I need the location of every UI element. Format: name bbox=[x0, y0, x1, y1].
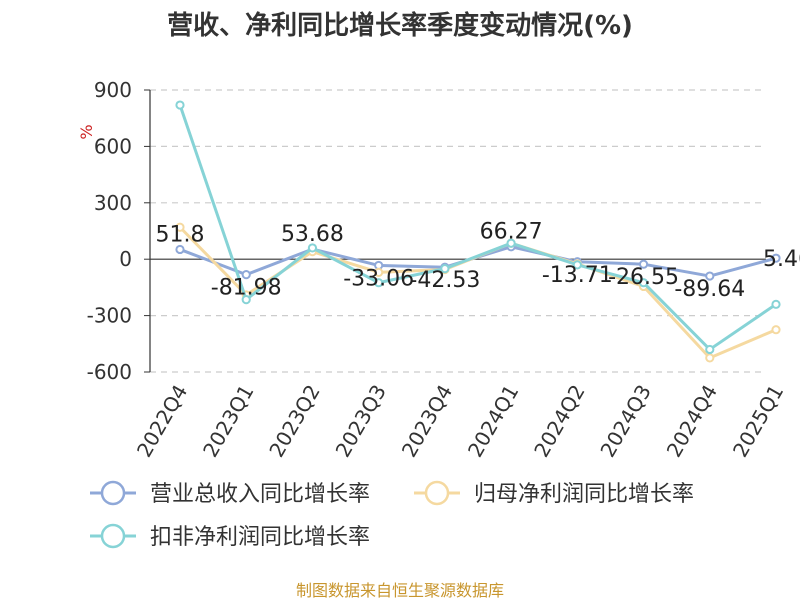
series-3-point bbox=[705, 344, 715, 355]
series-3-point bbox=[241, 295, 251, 305]
y-tick-label: 900 bbox=[94, 78, 132, 102]
series-line-3 bbox=[178, 104, 777, 351]
data-label: 53.68 bbox=[281, 222, 344, 247]
series-2-point bbox=[175, 222, 185, 232]
series-1-point bbox=[241, 270, 251, 280]
series-2-point bbox=[771, 325, 781, 335]
data-label: 66.27 bbox=[480, 220, 543, 245]
data-label: -81.98 bbox=[211, 276, 282, 301]
series-2-point bbox=[705, 353, 715, 363]
x-tick-label: 2024Q4 bbox=[662, 381, 722, 462]
data-label: 5.46 bbox=[763, 247, 800, 272]
x-tick-label: 2023Q1 bbox=[198, 381, 258, 462]
data-label: -33.06 bbox=[343, 266, 414, 291]
x-tick-label: 2023Q4 bbox=[397, 381, 457, 462]
y-tick-label: -300 bbox=[87, 304, 132, 328]
legend-marker bbox=[100, 523, 126, 549]
y-tick-label: 0 bbox=[119, 247, 132, 271]
x-tick-label: 2024Q1 bbox=[463, 381, 523, 462]
series-1-point bbox=[771, 253, 781, 263]
series-3-point bbox=[572, 260, 582, 270]
data-label: -89.64 bbox=[674, 277, 745, 302]
x-tick-label: 2023Q3 bbox=[331, 381, 391, 462]
legend-marker bbox=[424, 480, 450, 506]
legend-marker bbox=[100, 480, 126, 506]
y-axis-unit: % bbox=[77, 124, 96, 139]
y-tick-label: 300 bbox=[94, 191, 132, 215]
series-1-point bbox=[638, 259, 649, 269]
legend-item[interactable]: 营业总收入同比增长率 bbox=[90, 480, 370, 507]
data-label: -13.71 bbox=[542, 263, 613, 288]
series-3-point bbox=[771, 299, 781, 309]
x-tick-label: 2025Q1 bbox=[728, 381, 788, 462]
chart-title: 营收、净利同比增长率季度变动情况(%) bbox=[167, 10, 633, 41]
source-note: 制图数据来自恒生聚源数据库 bbox=[296, 581, 504, 600]
series-3-point bbox=[175, 100, 185, 110]
series-lines bbox=[175, 100, 781, 363]
series-3-point bbox=[374, 278, 384, 288]
x-tick-label: 2023Q2 bbox=[264, 381, 324, 462]
series-3-point bbox=[638, 278, 649, 288]
y-tick-label: 600 bbox=[94, 134, 132, 158]
grid-lines bbox=[150, 89, 766, 373]
data-label: 51.8 bbox=[156, 222, 205, 247]
y-tick-label: -600 bbox=[87, 360, 132, 384]
data-label: -42.53 bbox=[409, 268, 480, 293]
series-3-point bbox=[440, 264, 450, 274]
legend-label: 归母净利润同比增长率 bbox=[474, 482, 694, 507]
legend-item[interactable]: 归母净利润同比增长率 bbox=[414, 480, 694, 507]
series-2-point bbox=[374, 267, 384, 277]
x-tick-label: 2022Q4 bbox=[132, 381, 192, 462]
series-3-point bbox=[506, 238, 516, 248]
legend-item[interactable]: 扣非净利润同比增长率 bbox=[90, 523, 370, 550]
x-tick-label: 2024Q2 bbox=[529, 381, 589, 462]
series-3-point bbox=[307, 243, 318, 253]
x-tick-label: 2024Q3 bbox=[595, 381, 655, 462]
legend-label: 营业总收入同比增长率 bbox=[150, 482, 370, 507]
series-1-point bbox=[705, 271, 715, 281]
data-label: -26.55 bbox=[608, 265, 679, 290]
series-1-point bbox=[175, 244, 185, 255]
legend-label: 扣非净利润同比增长率 bbox=[150, 525, 370, 550]
